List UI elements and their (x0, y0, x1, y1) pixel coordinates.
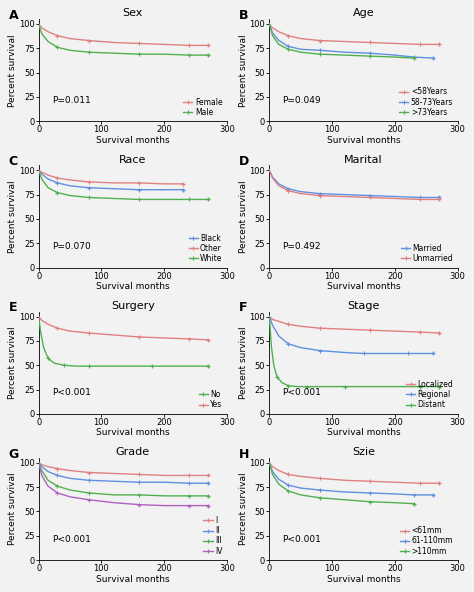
Y-axis label: Percent survival: Percent survival (9, 472, 18, 545)
Title: Marital: Marital (344, 155, 383, 165)
Text: P=0.011: P=0.011 (52, 96, 91, 105)
Text: A: A (9, 9, 18, 22)
X-axis label: Survival months: Survival months (96, 136, 170, 145)
X-axis label: Survival months: Survival months (327, 282, 401, 291)
X-axis label: Survival months: Survival months (327, 575, 401, 584)
Title: Surgery: Surgery (111, 301, 155, 311)
Text: D: D (239, 155, 249, 168)
Title: Szie: Szie (352, 447, 375, 457)
X-axis label: Survival months: Survival months (327, 429, 401, 437)
Title: Sex: Sex (123, 8, 143, 18)
Text: E: E (9, 301, 17, 314)
Y-axis label: Percent survival: Percent survival (9, 326, 18, 399)
Title: Race: Race (119, 155, 146, 165)
Text: P=0.049: P=0.049 (283, 96, 321, 105)
Text: P<0.001: P<0.001 (52, 535, 91, 544)
Legend: <61mm, 61-110mm, >110mm: <61mm, 61-110mm, >110mm (400, 526, 454, 556)
Text: P<0.001: P<0.001 (283, 535, 321, 544)
Legend: Married, Unmarried: Married, Unmarried (401, 243, 454, 264)
Title: Grade: Grade (116, 447, 150, 457)
Text: G: G (9, 448, 19, 461)
Legend: No, Yes: No, Yes (198, 390, 223, 410)
X-axis label: Survival months: Survival months (96, 282, 170, 291)
Text: B: B (239, 9, 249, 22)
Text: C: C (9, 155, 18, 168)
Y-axis label: Percent survival: Percent survival (239, 34, 248, 107)
Text: F: F (239, 301, 248, 314)
Text: P<0.001: P<0.001 (283, 388, 321, 397)
Y-axis label: Percent survival: Percent survival (239, 180, 248, 253)
X-axis label: Survival months: Survival months (327, 136, 401, 145)
Text: P<0.001: P<0.001 (52, 388, 91, 397)
Text: H: H (239, 448, 250, 461)
Legend: I, II, III, IV: I, II, III, IV (203, 515, 223, 556)
Legend: <58Years, 58-73Years, >73Years: <58Years, 58-73Years, >73Years (399, 86, 454, 117)
Legend: Localized, Regional, Distant: Localized, Regional, Distant (405, 379, 454, 410)
Y-axis label: Percent survival: Percent survival (9, 180, 18, 253)
X-axis label: Survival months: Survival months (96, 575, 170, 584)
Y-axis label: Percent survival: Percent survival (239, 326, 248, 399)
Legend: Black, Other, White: Black, Other, White (188, 233, 223, 264)
Text: P=0.492: P=0.492 (283, 242, 321, 251)
Text: P=0.070: P=0.070 (52, 242, 91, 251)
Title: Stage: Stage (347, 301, 380, 311)
Y-axis label: Percent survival: Percent survival (239, 472, 248, 545)
Y-axis label: Percent survival: Percent survival (9, 34, 18, 107)
Legend: Female, Male: Female, Male (182, 97, 223, 117)
Title: Age: Age (353, 8, 374, 18)
X-axis label: Survival months: Survival months (96, 429, 170, 437)
